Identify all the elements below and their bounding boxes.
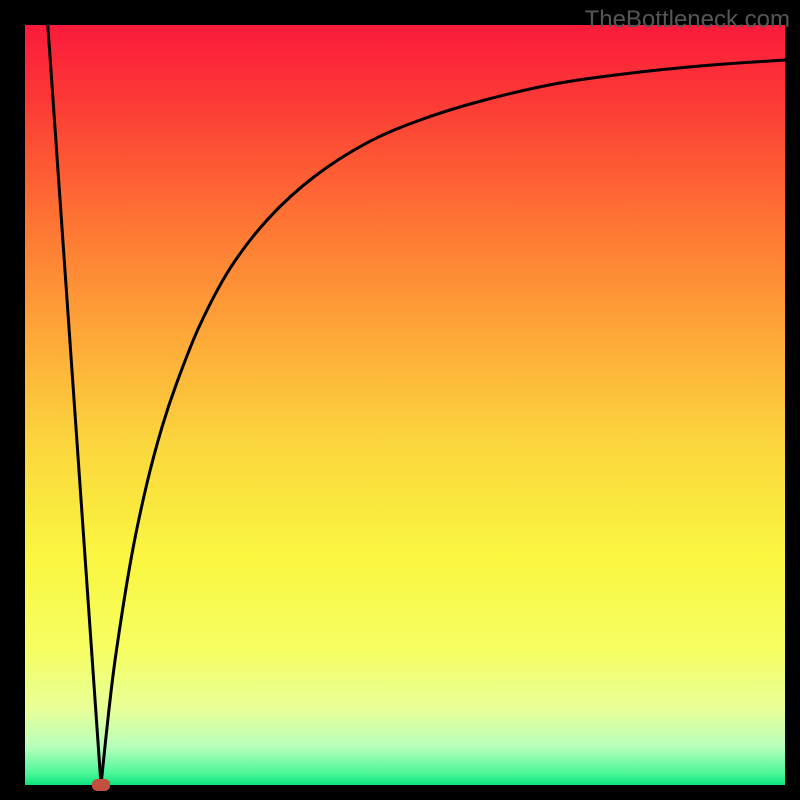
watermark-text: TheBottleneck.com	[585, 6, 790, 34]
minimum-marker	[92, 779, 110, 791]
curve-right-branch	[101, 60, 785, 785]
chart-frame: TheBottleneck.com	[0, 0, 800, 800]
curve-overlay	[0, 0, 800, 800]
curve-left-branch	[48, 25, 101, 785]
